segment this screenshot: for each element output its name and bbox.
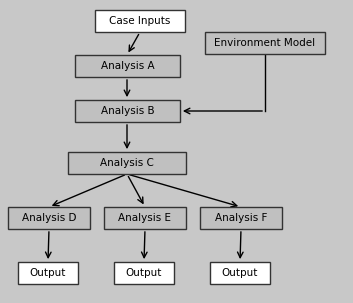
Bar [95,10,185,32]
Text: Analysis C: Analysis C [100,158,154,168]
Bar [68,152,186,174]
Text: Case Inputs: Case Inputs [109,16,171,26]
Bar [210,262,270,284]
Text: Analysis E: Analysis E [119,213,172,223]
Text: Output: Output [30,268,66,278]
Bar [104,207,186,229]
Text: Analysis B: Analysis B [101,106,154,116]
Text: Output: Output [126,268,162,278]
Bar [8,207,90,229]
Bar [75,55,180,77]
Bar [18,262,78,284]
Text: Analysis A: Analysis A [101,61,154,71]
Bar [114,262,174,284]
Text: Environment Model: Environment Model [214,38,316,48]
Bar [75,100,180,122]
Text: Analysis F: Analysis F [215,213,267,223]
Text: Analysis D: Analysis D [22,213,76,223]
Text: Output: Output [222,268,258,278]
Bar [200,207,282,229]
Bar [205,32,325,54]
